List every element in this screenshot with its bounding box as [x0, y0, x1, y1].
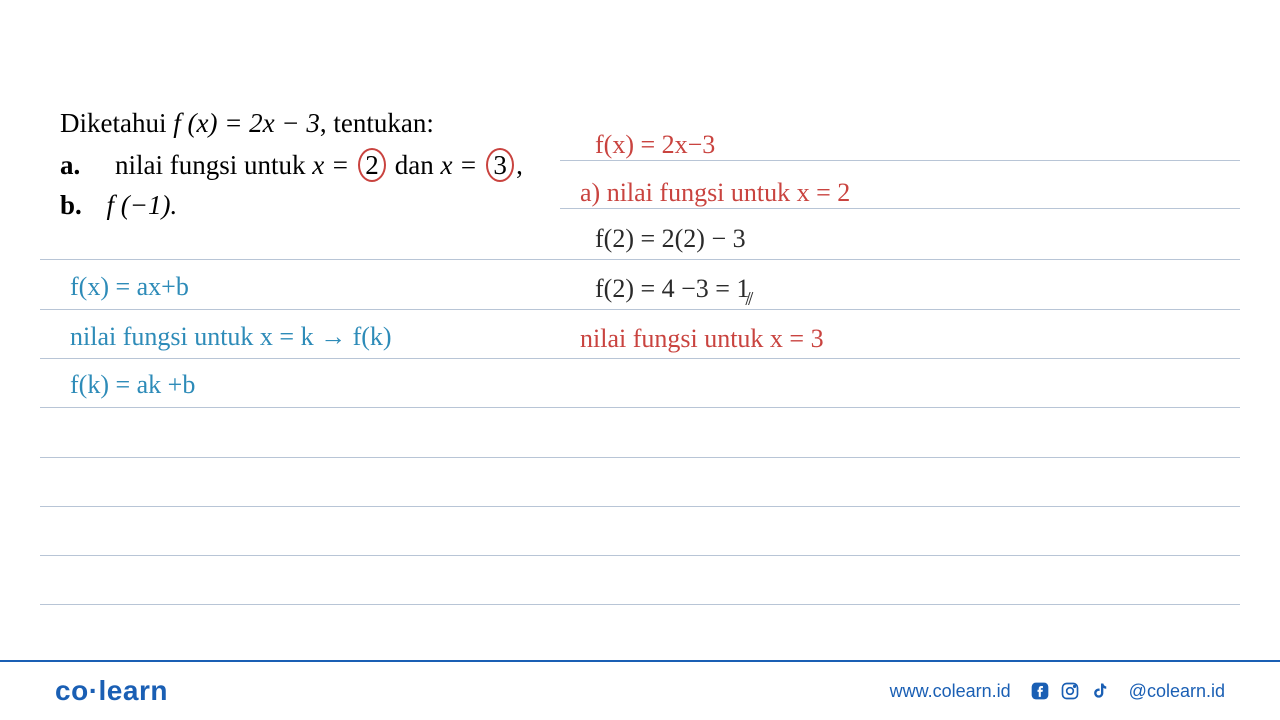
- logo-learn: learn: [99, 675, 168, 706]
- brand-logo: co·learn: [55, 675, 168, 707]
- black-2: f(2) = 4 −3 = 1: [595, 274, 749, 303]
- footer-url: www.colearn.id: [890, 681, 1011, 702]
- ruled-line: [40, 604, 1240, 605]
- footer-right: www.colearn.id @colearn.id: [890, 680, 1225, 702]
- blue-line-2: nilai fungsi untuk x = k → f(k): [70, 322, 392, 352]
- q-a-comma: ,: [516, 150, 523, 180]
- blue-2b: f(k): [346, 322, 391, 351]
- circled-2: 2: [358, 148, 386, 182]
- blue-2a: nilai fungsi untuk x = k: [70, 322, 320, 351]
- q-a-dan: dan: [395, 150, 441, 180]
- logo-dot-icon: ·: [89, 675, 99, 706]
- question-a-label: a.: [60, 150, 80, 180]
- tiktok-icon: [1089, 680, 1111, 702]
- question-suffix: , tentukan:: [320, 108, 434, 138]
- ruled-line: [40, 457, 1240, 458]
- blue-line-1: f(x) = ax+b: [70, 272, 189, 302]
- q-a-x1var: x =: [312, 150, 349, 180]
- footer: co·learn www.colearn.id @colearn.id: [0, 660, 1280, 720]
- red-line-4: nilai fungsi untuk x = 3: [580, 324, 824, 354]
- question-intro: Diketahui f (x) = 2x − 3, tentukan:: [60, 108, 434, 139]
- q-a-x2var: x =: [440, 150, 477, 180]
- logo-co: co: [55, 675, 89, 706]
- question-fx: f (x) = 2x − 3: [173, 108, 320, 138]
- black-line-2: f(2) = 4 −3 = 1⫽: [595, 274, 758, 304]
- facebook-icon: [1029, 680, 1051, 702]
- ruled-line: [40, 506, 1240, 507]
- ruled-line: [40, 555, 1240, 556]
- ruled-line: [40, 309, 1240, 310]
- black-line-1: f(2) = 2(2) − 3: [595, 224, 746, 254]
- ruled-line: [40, 358, 1240, 359]
- arrow-icon: →: [320, 322, 346, 352]
- social-icons: [1029, 680, 1111, 702]
- ruled-line: [40, 259, 1240, 260]
- circled-3: 3: [486, 148, 514, 182]
- ruled-line: [560, 208, 1240, 209]
- question-a-text: nilai fungsi untuk: [115, 150, 312, 180]
- red-line-2: a) nilai fungsi untuk x = 2: [580, 178, 850, 208]
- question-prefix: Diketahui: [60, 108, 173, 138]
- question-b-text: f (−1).: [107, 190, 178, 220]
- worksheet-area: Diketahui f (x) = 2x − 3, tentukan: a. n…: [0, 0, 1280, 660]
- footer-handle: @colearn.id: [1129, 681, 1225, 702]
- ruled-line: [40, 407, 1240, 408]
- ruled-line: [560, 160, 1240, 161]
- tick-mark: ⫽: [745, 289, 753, 309]
- question-b-label: b.: [60, 190, 82, 220]
- question-b-row: b. f (−1).: [60, 190, 177, 221]
- red-line-1: f(x) = 2x−3: [595, 130, 715, 160]
- instagram-icon: [1059, 680, 1081, 702]
- blue-line-3: f(k) = ak +b: [70, 370, 195, 400]
- question-a-row: a. nilai fungsi untuk x = 2 dan x = 3,: [60, 148, 523, 182]
